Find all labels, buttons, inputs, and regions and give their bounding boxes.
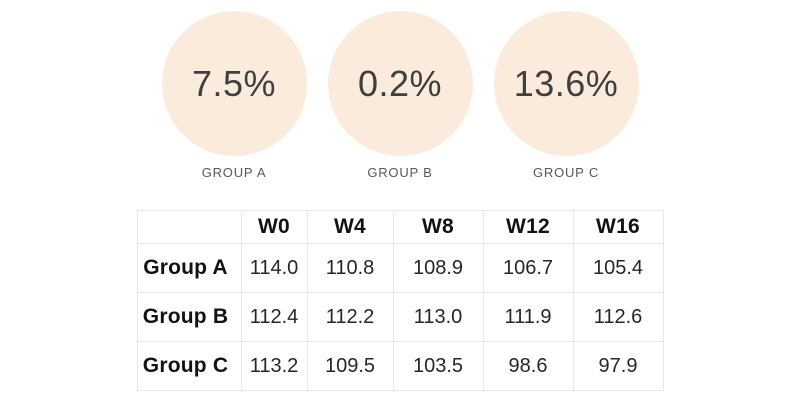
column-header-w8: W8	[392, 210, 484, 244]
value-cell: 114.0	[240, 243, 308, 293]
column-header-w12: W12	[482, 210, 574, 244]
stat-group-b: 0.2% GROUP B	[327, 11, 473, 180]
stat-value-group-b: 0.2%	[357, 62, 443, 104]
corner-cell	[136, 210, 242, 244]
value-cell: 111.9	[482, 292, 574, 342]
table-header-row: W0 W4 W8 W12 W16	[136, 210, 664, 244]
value-cell: 113.2	[240, 341, 308, 391]
value-cell: 112.2	[306, 292, 394, 342]
stat-label-group-a: GROUP A	[201, 165, 267, 180]
value-cell: 98.6	[482, 341, 574, 391]
stat-circle-group-c: 13.6%	[493, 11, 639, 156]
table-row-group-c: Group C 113.2 109.5 103.5 98.6 97.9	[136, 341, 664, 391]
table-row-group-a: Group A 114.0 110.8 108.9 106.7 105.4	[136, 243, 664, 293]
stats-row: 7.5% GROUP A 0.2% GROUP B 13.6% GROUP C	[0, 0, 800, 180]
stat-value-group-c: 13.6%	[513, 62, 619, 104]
value-cell: 103.5	[392, 341, 484, 391]
row-label-group-c: Group C	[136, 341, 242, 391]
table-row-group-b: Group B 112.4 112.2 113.0 111.9 112.6	[136, 292, 664, 342]
stat-label-group-b: GROUP B	[367, 165, 433, 180]
stat-circle-group-b: 0.2%	[327, 11, 473, 156]
summary-table: W0 W4 W8 W12 W16 Group A 114.0 110.8 108…	[136, 210, 664, 391]
value-cell: 105.4	[572, 243, 664, 293]
column-header-w4: W4	[306, 210, 394, 244]
stat-circle-group-a: 7.5%	[161, 11, 307, 156]
table-wrap: W0 W4 W8 W12 W16 Group A 114.0 110.8 108…	[0, 210, 800, 391]
value-cell: 112.6	[572, 292, 664, 342]
stat-value-group-a: 7.5%	[191, 62, 277, 104]
row-label-group-a: Group A	[136, 243, 242, 293]
value-cell: 109.5	[306, 341, 394, 391]
value-cell: 110.8	[306, 243, 394, 293]
stat-group-c: 13.6% GROUP C	[493, 11, 639, 180]
value-cell: 97.9	[572, 341, 664, 391]
value-cell: 106.7	[482, 243, 574, 293]
stat-label-group-c: GROUP C	[532, 165, 600, 180]
row-label-group-b: Group B	[136, 292, 242, 342]
column-header-w0: W0	[240, 210, 308, 244]
value-cell: 112.4	[240, 292, 308, 342]
column-header-w16: W16	[572, 210, 664, 244]
stat-group-a: 7.5% GROUP A	[161, 11, 307, 180]
value-cell: 108.9	[392, 243, 484, 293]
value-cell: 113.0	[392, 292, 484, 342]
